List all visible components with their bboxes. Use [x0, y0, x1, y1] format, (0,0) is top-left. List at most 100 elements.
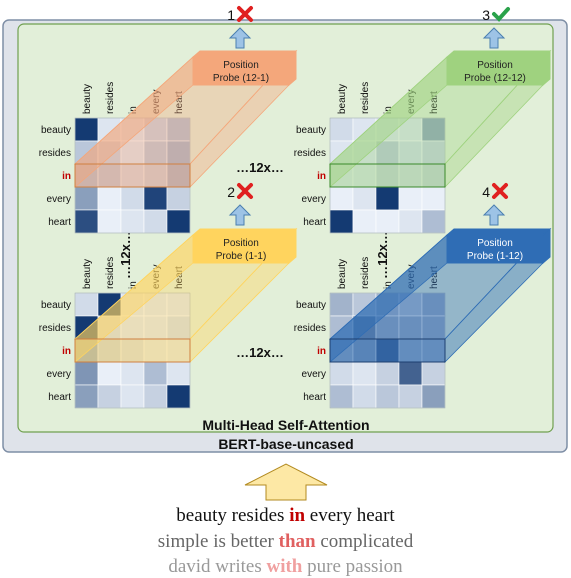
row-label-in: in: [62, 346, 71, 357]
probe-number: 2: [227, 184, 235, 200]
highlighted-row-slab: [74, 163, 191, 188]
heatmap-cell: [166, 186, 191, 211]
row-label-in: in: [317, 171, 326, 182]
sentence-highlight-word: in: [289, 505, 306, 526]
heatmap-cell: [352, 361, 377, 386]
row-label-beauty: beauty: [296, 300, 326, 311]
heatmap-cell: [143, 384, 168, 409]
column-label-resides: resides: [360, 257, 371, 289]
column-label-in: in: [128, 281, 139, 289]
heatmap-cell: [329, 209, 354, 234]
heatmap-cell: [97, 209, 122, 234]
probe-box: [446, 56, 544, 86]
heatmap-cell: [143, 186, 168, 211]
row-label-resides: resides: [294, 148, 326, 159]
probe-box-top: [445, 50, 552, 58]
heatmap-cell: [398, 361, 423, 386]
sentence-highlight-word: than: [278, 531, 316, 552]
column-label-beauty: beauty: [82, 259, 93, 289]
input-sentence: beauty resides in every heart: [0, 505, 571, 527]
input-sentence: simple is better than complicated: [0, 531, 571, 553]
sentence-text-before: simple is better: [157, 531, 279, 552]
heatmap-cell: [375, 361, 400, 386]
heatmap-cell: [74, 209, 99, 234]
bert-label: BERT-base-uncased: [218, 436, 353, 452]
panel-tl: beauty resides in every heart beauty resides in…: [39, 6, 298, 234]
row-label-heart: heart: [48, 392, 71, 403]
column-label-beauty: beauty: [337, 259, 348, 289]
heatmap-cell: [398, 384, 423, 409]
heatmap-cell: [120, 186, 145, 211]
probe-number: 4: [482, 184, 490, 200]
heatmap-cell: [74, 117, 99, 142]
row-label-every: every: [302, 369, 326, 380]
sentence-text-after: pure passion: [302, 556, 403, 577]
heatmap-cell: [97, 361, 122, 386]
heatmap-cell: [74, 361, 99, 386]
mhsa-label: Multi-Head Self-Attention: [202, 417, 369, 433]
heatmap-cell: [421, 384, 446, 409]
probe-label-line1: Position: [477, 60, 513, 71]
column-label-beauty: beauty: [82, 84, 93, 114]
probe-box: [446, 234, 544, 264]
probe-output-arrow: [228, 204, 252, 226]
heatmap-cell: [352, 186, 377, 211]
column-label-every: every: [406, 90, 417, 114]
check-icon: [492, 7, 510, 22]
column-label-in: in: [128, 106, 139, 114]
heatmap-cell: [97, 384, 122, 409]
probe-label-line2: Probe (12-12): [464, 73, 526, 84]
row-label-beauty: beauty: [41, 125, 71, 136]
heatmap-cell: [120, 209, 145, 234]
sentence-text-before: beauty resides: [176, 505, 290, 526]
heatmap-cell: [375, 384, 400, 409]
highlighted-row-slab: [329, 163, 446, 188]
heatmap-cell: [329, 186, 354, 211]
highlighted-row-slab: [74, 338, 191, 363]
panel-tr: beauty resides in every heartbeautyresidesin…: [294, 7, 552, 234]
probe-box-top: [191, 50, 298, 58]
row-label-beauty: beauty: [41, 300, 71, 311]
probe-output-arrow: [228, 27, 252, 49]
heatmap-cell: [74, 186, 99, 211]
sentence-text-after: every heart: [305, 505, 395, 526]
column-label-resides: resides: [360, 82, 371, 114]
column-label-every: every: [151, 90, 162, 114]
heatmap-cell: [329, 292, 354, 317]
column-label-heart: heart: [174, 266, 185, 289]
input-sentence: david writes with pure passion: [0, 556, 571, 578]
heatmap-cell: [74, 292, 99, 317]
repeat-label-bottom: …12x…: [236, 345, 284, 360]
cross-icon: [237, 6, 253, 22]
row-label-every: every: [47, 194, 71, 205]
heatmap-cell: [375, 186, 400, 211]
heatmap-cell: [166, 384, 191, 409]
column-label-resides: resides: [105, 82, 116, 114]
row-label-resides: resides: [39, 323, 71, 334]
probe-box-top: [191, 228, 298, 236]
heatmap-cell: [421, 186, 446, 211]
column-label-heart: heart: [174, 91, 185, 114]
column-label-beauty: beauty: [337, 84, 348, 114]
heatmap-cell: [421, 209, 446, 234]
heatmap-cell: [375, 209, 400, 234]
row-label-heart: heart: [48, 217, 71, 228]
repeat-label-vertical-left: …12x…: [118, 231, 133, 279]
probe-output-arrow: [482, 27, 506, 49]
row-label-resides: resides: [294, 323, 326, 334]
heatmap-cell: [74, 384, 99, 409]
probe-label-line2: Probe (1-1): [216, 251, 267, 262]
repeat-label-top: …12x…: [236, 160, 284, 175]
heatmap-cell: [352, 384, 377, 409]
heatmap-cell: [329, 384, 354, 409]
row-label-resides: resides: [39, 148, 71, 159]
sentence-text-after: complicated: [315, 531, 414, 552]
row-label-every: every: [47, 369, 71, 380]
heatmap-cell: [398, 186, 423, 211]
probe-label-line1: Position: [223, 238, 259, 249]
column-label-heart: heart: [429, 266, 440, 289]
input-arrow: [244, 463, 328, 501]
sentence-highlight-word: with: [266, 556, 303, 577]
column-label-resides: resides: [105, 257, 116, 289]
